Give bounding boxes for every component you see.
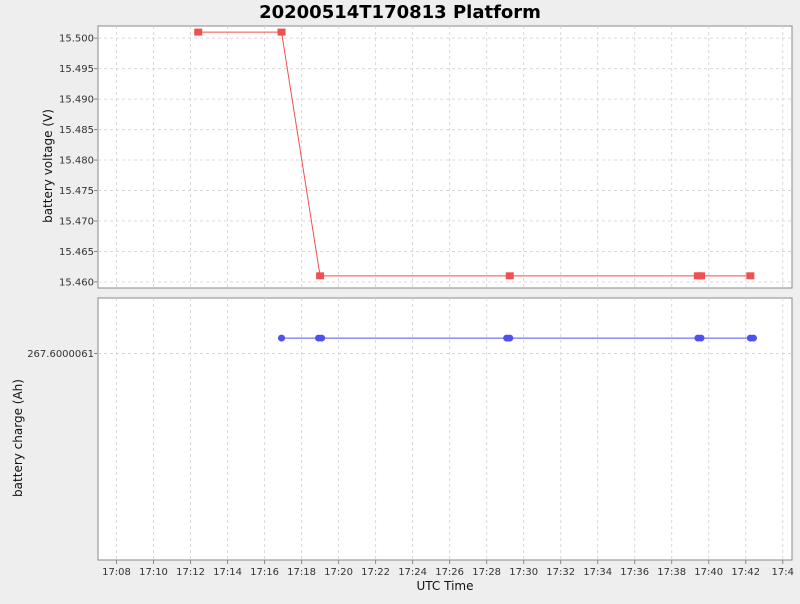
x-tick-label: 17:28: [472, 567, 501, 578]
x-tick-label: 17:14: [213, 567, 242, 578]
x-tick-label: 17:30: [509, 567, 538, 578]
x-tick-label: 17:34: [583, 567, 612, 578]
data-point: [277, 28, 286, 36]
y-tick-label: 15.490: [59, 95, 94, 106]
voltage-grid: [98, 26, 792, 288]
y-tick-label: 15.460: [59, 277, 94, 288]
data-point: [278, 334, 286, 342]
chart-title: 20200514T170813 Platform: [259, 2, 541, 23]
data-point: [697, 272, 706, 280]
x-axis-ticks: 17:08 17:10 17:12 17:14 17:16 17:18 17:20 17:22…: [102, 560, 794, 578]
y-tick-label: 15.485: [59, 125, 94, 136]
x-tick-label: 17:22: [361, 567, 390, 578]
x-tick-label: 17:38: [657, 567, 686, 578]
y-tick-label: 15.470: [59, 216, 94, 227]
data-point: [697, 334, 705, 342]
x-axis-label: UTC Time: [417, 579, 474, 593]
data-point: [316, 272, 325, 280]
x-tick-label: 17:08: [102, 567, 131, 578]
y-tick-label: 267.6000061: [27, 349, 94, 360]
x-tick-label: 17:40: [694, 567, 723, 578]
data-point: [749, 334, 757, 342]
x-tick-label: 17:42: [731, 567, 760, 578]
y-tick-label: 15.465: [59, 247, 94, 258]
voltage-y-ticks: 15.460 15.465 15.470 15.475 15.480 15.485 15.4…: [59, 34, 98, 288]
charge-subplot: 267.6000061 battery charge (Ah): [11, 297, 793, 561]
y-tick-label: 15.480: [59, 156, 94, 167]
y-tick-label: 15.495: [59, 64, 94, 75]
charge-y-ticks: 267.6000061: [27, 349, 98, 360]
x-tick-label: 17:26: [435, 567, 464, 578]
voltage-plot-area: [97, 25, 793, 289]
data-point: [505, 272, 514, 280]
x-tick-label: 17:16: [250, 567, 279, 578]
charge-y-axis-label: battery charge (Ah): [11, 379, 25, 497]
voltage-y-axis-label: battery voltage (V): [41, 109, 55, 223]
voltage-series: [194, 28, 755, 280]
data-point: [746, 272, 755, 280]
y-tick-label: 15.475: [59, 186, 94, 197]
charge-grid: [98, 298, 792, 560]
x-tick-label: 17:32: [546, 567, 575, 578]
x-tick-label: 17:4: [772, 567, 794, 578]
data-point: [194, 28, 203, 36]
voltage-subplot: 15.460 15.465 15.470 15.475 15.480 15.485 15.4…: [41, 25, 793, 289]
x-tick-label: 17:36: [620, 567, 649, 578]
charge-plot-area: [97, 297, 793, 561]
x-tick-label: 17:12: [176, 567, 205, 578]
x-tick-label: 17:18: [287, 567, 316, 578]
data-point: [318, 334, 326, 342]
data-point: [506, 334, 514, 342]
x-tick-label: 17:20: [324, 567, 353, 578]
y-tick-label: 15.500: [59, 34, 94, 45]
charge-series: [278, 334, 757, 342]
x-tick-label: 17:24: [398, 567, 427, 578]
x-tick-label: 17:10: [139, 567, 168, 578]
